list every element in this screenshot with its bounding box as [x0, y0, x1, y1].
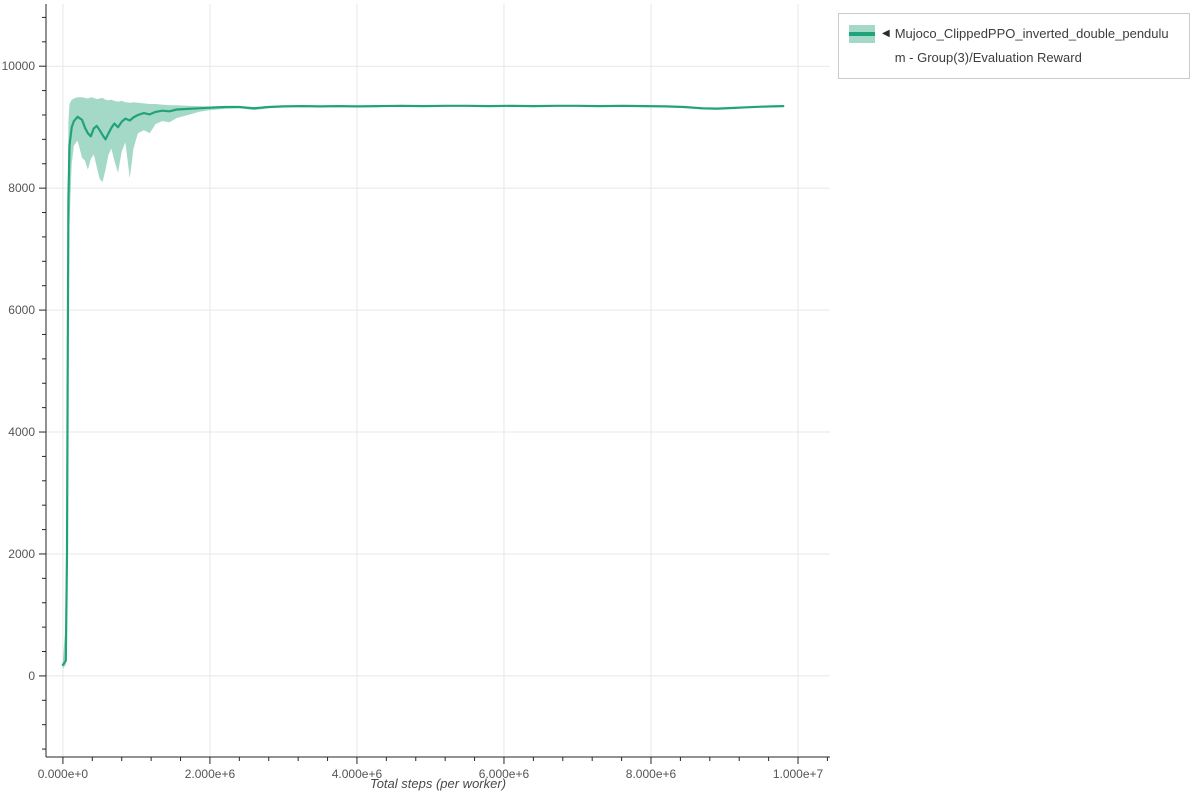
x-tick-label: 2.000e+6: [185, 767, 236, 781]
y-tick-label: 4000: [8, 425, 35, 439]
series-band-swatch-icon: [849, 25, 875, 43]
x-tick-label: 4.000e+6: [332, 767, 383, 781]
y-tick-label: 8000: [8, 181, 35, 195]
x-tick-label: 1.000e+7: [773, 767, 824, 781]
y-tick-label: 10000: [2, 59, 36, 73]
x-tick-labels: 0.000e+0 2.000e+6 4.000e+6 6.000e+6 8.000e+6…: [38, 767, 824, 781]
y-tick-label: 0: [28, 669, 35, 683]
legend-collapse-icon: ◀: [882, 28, 890, 39]
mean-line: [61, 104, 785, 666]
legend-item[interactable]: ◀ Mujoco_ClippedPPO_inverted_double_pend…: [849, 22, 1179, 70]
y-tick-labels: 0 2000 4000 6000 8000 10000: [2, 59, 36, 683]
x-axis-title: Total steps (per worker): [369, 776, 507, 791]
series-line-icon: [849, 32, 875, 36]
x-tick-label: 6.000e+6: [479, 767, 530, 781]
x-tick-label: 0.000e+0: [38, 767, 89, 781]
confidence-band: [62, 97, 784, 669]
legend: ◀ Mujoco_ClippedPPO_inverted_double_pend…: [838, 13, 1190, 79]
series-band: [62, 97, 784, 669]
x-tick-label: 8.000e+6: [626, 767, 677, 781]
axes: [45, 4, 830, 758]
series-line: [61, 104, 785, 666]
grid-lines: [46, 4, 830, 757]
legend-series-label: Mujoco_ClippedPPO_inverted_double_pendul…: [894, 26, 1169, 65]
axis-ticks: [39, 16, 828, 764]
y-tick-label: 2000: [8, 547, 35, 561]
y-tick-label: 6000: [8, 303, 35, 317]
